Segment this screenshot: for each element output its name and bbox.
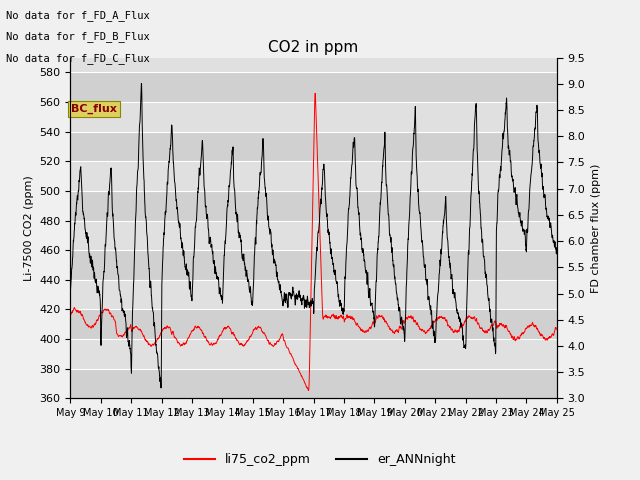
Bar — [70, 72, 557, 102]
Text: No data for f_FD_B_Flux: No data for f_FD_B_Flux — [6, 31, 150, 42]
Title: CO2 in ppm: CO2 in ppm — [268, 40, 359, 55]
Bar — [70, 310, 557, 339]
Bar — [70, 369, 557, 398]
Text: BC_flux: BC_flux — [71, 104, 116, 114]
Y-axis label: Li-7500 CO2 (ppm): Li-7500 CO2 (ppm) — [24, 175, 34, 281]
Bar — [70, 250, 557, 280]
Text: No data for f_FD_C_Flux: No data for f_FD_C_Flux — [6, 53, 150, 64]
Bar — [70, 132, 557, 161]
Legend: li75_co2_ppm, er_ANNnight: li75_co2_ppm, er_ANNnight — [179, 448, 461, 471]
Text: No data for f_FD_A_Flux: No data for f_FD_A_Flux — [6, 10, 150, 21]
Bar — [70, 191, 557, 221]
Y-axis label: FD chamber flux (ppm): FD chamber flux (ppm) — [591, 163, 600, 293]
